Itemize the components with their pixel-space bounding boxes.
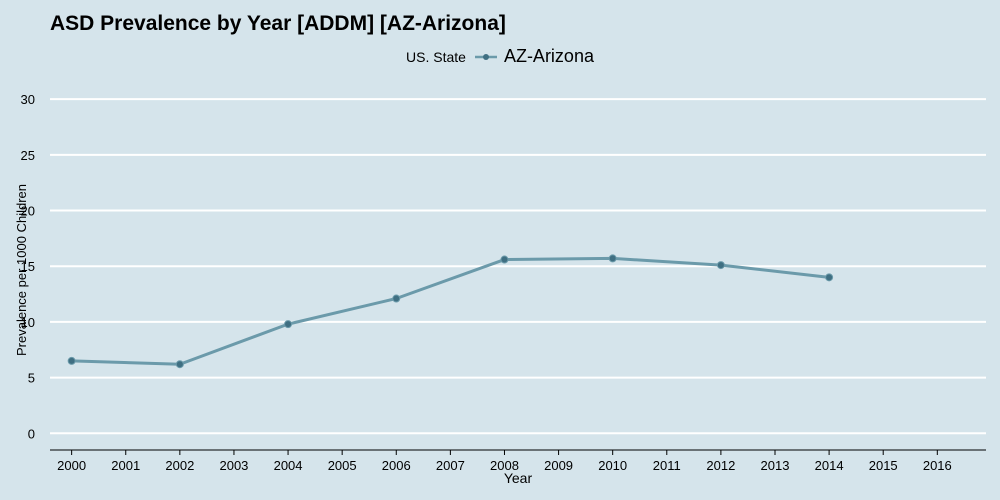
y-tick-label: 30 [21, 92, 35, 107]
x-tick-label: 2000 [57, 458, 86, 473]
x-tick-label: 2016 [923, 458, 952, 473]
data-point [825, 273, 834, 282]
y-axis-title: Prevalence per 1000 Children [14, 184, 29, 356]
x-tick-label: 2001 [111, 458, 140, 473]
x-axis: 2000 2001 2002 2003 2004 2005 2006 2007 2008 2009… [50, 449, 986, 473]
x-tick-label: 2008 [490, 458, 519, 473]
data-point [175, 360, 184, 369]
series-line [70, 256, 831, 366]
x-tick-label: 2005 [328, 458, 357, 473]
x-axis-title: Year [504, 470, 533, 486]
data-point [716, 261, 725, 270]
y-tick-label: 0 [28, 426, 35, 441]
x-tick-label: 2006 [382, 458, 411, 473]
legend-key-icon [474, 53, 497, 60]
x-tick-label: 2011 [653, 458, 681, 473]
x-tick-label: 2004 [274, 458, 303, 473]
legend-label: AZ-Arizona [503, 46, 594, 66]
x-tick-label: 2013 [761, 458, 790, 473]
data-point [284, 320, 293, 329]
data-point [392, 294, 401, 303]
legend: US. State AZ-Arizona [0, 46, 1000, 67]
x-tick-label: 2007 [436, 458, 465, 473]
grid-lines [50, 98, 986, 435]
data-point [608, 254, 617, 263]
x-tick-label: 2002 [165, 458, 194, 473]
data-point [67, 356, 76, 365]
y-tick-label: 20 [21, 204, 35, 219]
x-tick-label: 2014 [815, 458, 844, 473]
x-tick-label: 2003 [219, 458, 248, 473]
y-tick-label: 10 [21, 315, 35, 330]
y-axis: 0 5 10 15 20 25 30 [21, 92, 35, 441]
series-layer [67, 254, 834, 369]
y-tick-label: 15 [21, 259, 35, 274]
y-tick-label: 5 [28, 371, 35, 386]
x-tick-label: 2010 [598, 458, 627, 473]
x-tick-label: 2009 [544, 458, 573, 473]
x-tick-label: 2015 [869, 458, 898, 473]
y-tick-label: 25 [21, 148, 35, 163]
data-point [500, 255, 509, 264]
legend-title: US. State [406, 48, 466, 65]
x-tick-label: 2012 [706, 458, 735, 473]
chart-title: ASD Prevalence by Year [ADDM] [AZ-Arizon… [50, 12, 506, 35]
